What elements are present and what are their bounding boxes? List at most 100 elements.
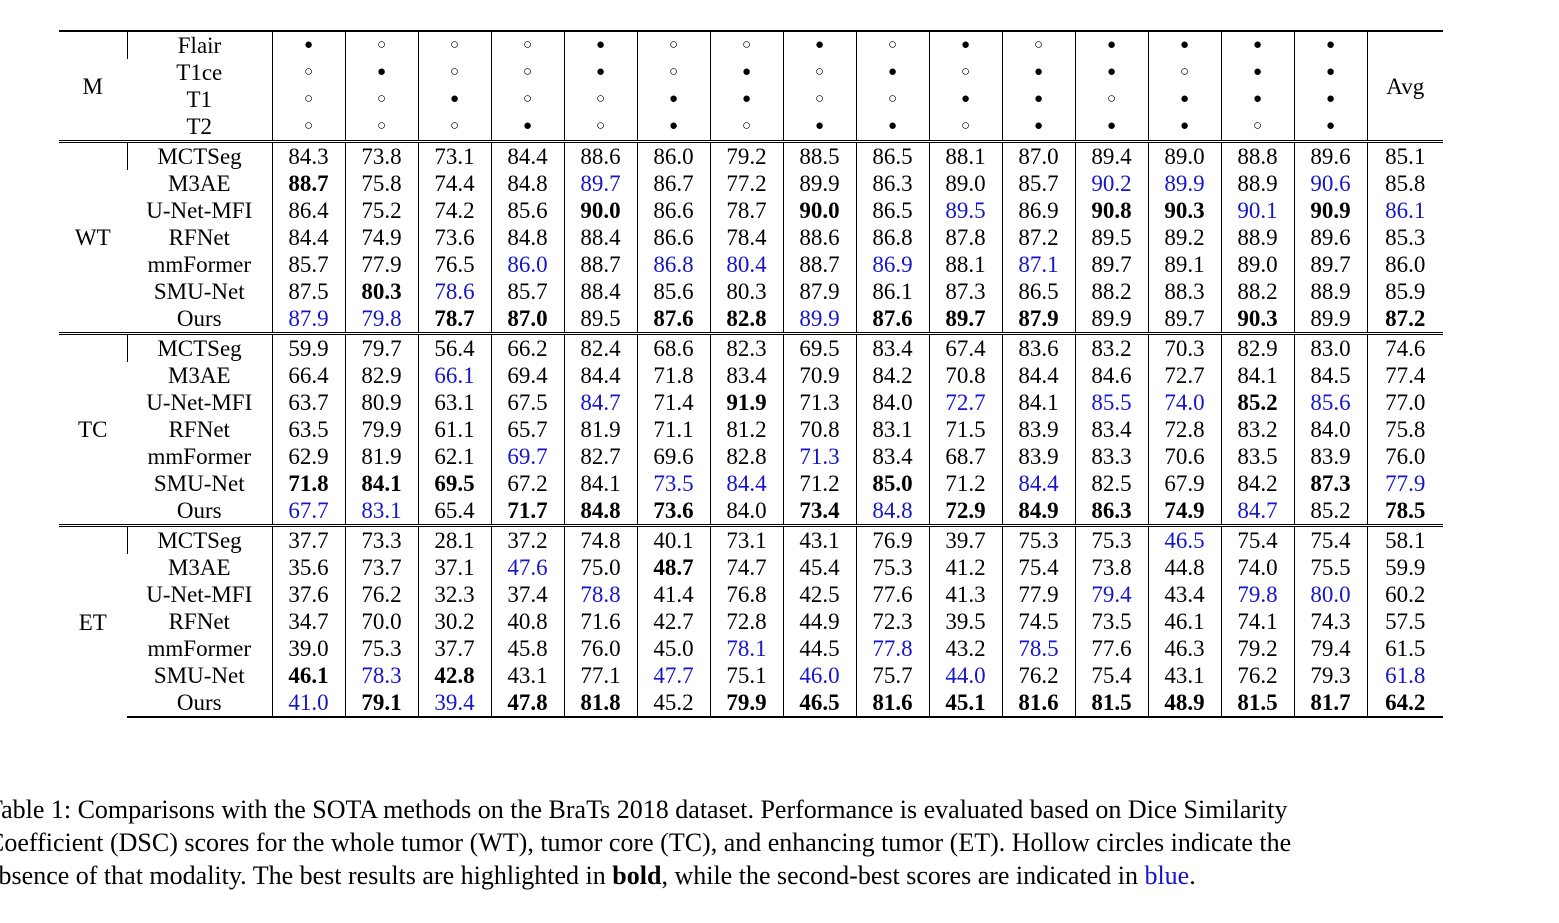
avg-value: 75.8 [1366,416,1443,443]
dice-value: 44.9 [782,608,856,635]
dice-value: 84.4 [1001,362,1075,389]
table-row: Ours 87.9 79.8 78.7 87.0 89.5 87.6 82.8 89.9 87.6… [59,305,1443,334]
dice-value: 90.3 [1147,197,1221,224]
avg-value: 86.1 [1366,197,1443,224]
dice-value: 74.5 [1001,608,1075,635]
dice-value: 84.7 [1220,497,1294,526]
modality-row: T2 ○ ○ ○ ● ○ ● ○ ● ● ○ ● ● ● ○ ● [59,113,1443,142]
dice-value: 84.2 [1220,470,1294,497]
dice-value: 89.7 [1293,251,1367,278]
dice-value: 80.3 [344,278,418,305]
modality-absent-icon: ○ [928,59,1002,86]
dice-value: 82.8 [709,305,783,334]
dice-value: 48.9 [1147,689,1221,718]
dice-value: 82.9 [344,362,418,389]
dice-value: 44.0 [928,662,1002,689]
modality-absent-icon: ○ [344,86,418,113]
modality-present-icon: ● [782,30,856,59]
table-body: WT MCTSeg 84.3 73.8 73.1 84.4 88.6 86.0 79.2 88.5… [59,140,1443,718]
dice-value: 39.4 [417,689,491,718]
dice-value: 88.5 [782,140,856,170]
modality-present-icon: ● [1293,30,1367,59]
dice-value: 77.1 [563,662,637,689]
modality-present-icon: ● [709,59,783,86]
dice-value: 78.8 [563,581,637,608]
dice-value: 71.8 [271,470,345,497]
dice-value: 73.5 [1074,608,1148,635]
dice-value: 89.7 [928,305,1002,334]
dice-value: 81.6 [1001,689,1075,718]
dice-value: 84.0 [709,497,783,526]
dice-value: 45.0 [636,635,710,662]
dice-value: 85.2 [1220,389,1294,416]
dice-value: 85.6 [1293,389,1367,416]
dice-value: 88.1 [928,251,1002,278]
dice-value: 75.3 [855,554,929,581]
method-name: Ours [176,306,222,331]
dice-value: 84.1 [1001,389,1075,416]
modality-absent-icon: ○ [1074,86,1148,113]
modality-present-icon: ● [1220,86,1294,113]
group-label-wt: WT [59,140,127,334]
modality-present-icon: ● [1220,30,1294,59]
table-row: mmFormer 39.0 75.3 37.7 45.8 76.0 45.0 78.1 44.5… [59,635,1443,662]
dice-value: 44.8 [1147,554,1221,581]
modality-absent-icon: ○ [344,113,418,142]
modality-absent-icon: ○ [636,59,710,86]
dice-value: 70.3 [1147,332,1221,362]
dice-value: 89.2 [1147,224,1221,251]
dice-value: 86.7 [636,170,710,197]
avg-value: 61.8 [1366,662,1443,689]
avg-value: 85.8 [1366,170,1443,197]
avg-value: 77.9 [1366,470,1443,497]
dice-value: 84.0 [855,389,929,416]
dice-value: 69.5 [417,470,491,497]
dice-value: 74.9 [1147,497,1221,526]
dice-value: 35.6 [271,554,345,581]
dice-value: 89.0 [928,170,1002,197]
dice-value: 88.3 [1147,278,1221,305]
dice-value: 89.7 [1147,305,1221,334]
modality-absent-icon: ○ [709,113,783,142]
modality-present-icon: ● [636,86,710,113]
modality-present-icon: ● [1074,30,1148,59]
dice-value: 78.3 [344,662,418,689]
dice-value: 84.7 [563,389,637,416]
table-row: M3AE 66.4 82.9 66.1 69.4 84.4 71.8 83.4 70.9 84.2… [59,362,1443,389]
dice-value: 86.5 [855,140,929,170]
table-row: WT MCTSeg 84.3 73.8 73.1 84.4 88.6 86.0 79.2 88.5… [59,140,1443,334]
method-name: MCTSeg [126,524,272,554]
dice-value: 86.8 [636,251,710,278]
dice-value: 88.7 [563,251,637,278]
dice-value: 90.2 [1074,170,1148,197]
dice-value: 82.9 [1220,332,1294,362]
dice-value: 75.4 [1293,524,1367,554]
modality-absent-icon: ○ [271,86,345,113]
dice-value: 76.2 [1001,662,1075,689]
dice-value: 85.0 [855,470,929,497]
method-name: RFNet [168,225,230,250]
dice-value: 79.2 [1220,635,1294,662]
method-name: MCTSeg [126,332,272,362]
caption-text: . [1189,861,1196,890]
dice-value: 86.4 [271,197,345,224]
modality-absent-icon: ○ [636,30,710,59]
dice-value: 63.1 [417,389,491,416]
table-row: TC MCTSeg 59.9 79.7 56.4 66.2 82.4 68.6 82.3 69.5… [59,332,1443,526]
dice-value: 74.0 [1147,389,1221,416]
dice-value: 77.6 [1074,635,1148,662]
dice-value: 47.7 [636,662,710,689]
caption-line-1: Table 1: Comparisons with the SOTA metho… [0,795,1288,824]
dice-value: 71.3 [782,443,856,470]
modality-absent-icon: ○ [490,30,564,59]
dice-value: 42.8 [417,662,491,689]
modality-present-icon: ● [1293,59,1367,86]
dice-value: 85.7 [490,278,564,305]
modality-absent-icon: ○ [782,86,856,113]
avg-value: 60.2 [1366,581,1443,608]
dice-value: 79.7 [344,332,418,362]
dice-value: 86.3 [1074,497,1148,526]
dice-value: 37.4 [490,581,564,608]
dice-value: 72.7 [1147,362,1221,389]
avg-value: 61.5 [1366,635,1443,662]
